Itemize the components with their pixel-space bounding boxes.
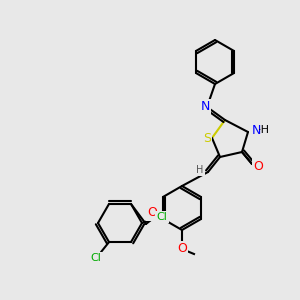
Text: Cl: Cl <box>157 212 167 222</box>
Text: H: H <box>196 165 204 175</box>
Text: O: O <box>147 206 157 220</box>
Text: N: N <box>251 124 261 136</box>
Text: O: O <box>177 242 187 256</box>
Text: O: O <box>253 160 263 172</box>
Text: Cl: Cl <box>91 253 101 263</box>
Text: S: S <box>203 131 211 145</box>
Text: N: N <box>200 100 210 113</box>
Text: ·H: ·H <box>258 125 270 135</box>
